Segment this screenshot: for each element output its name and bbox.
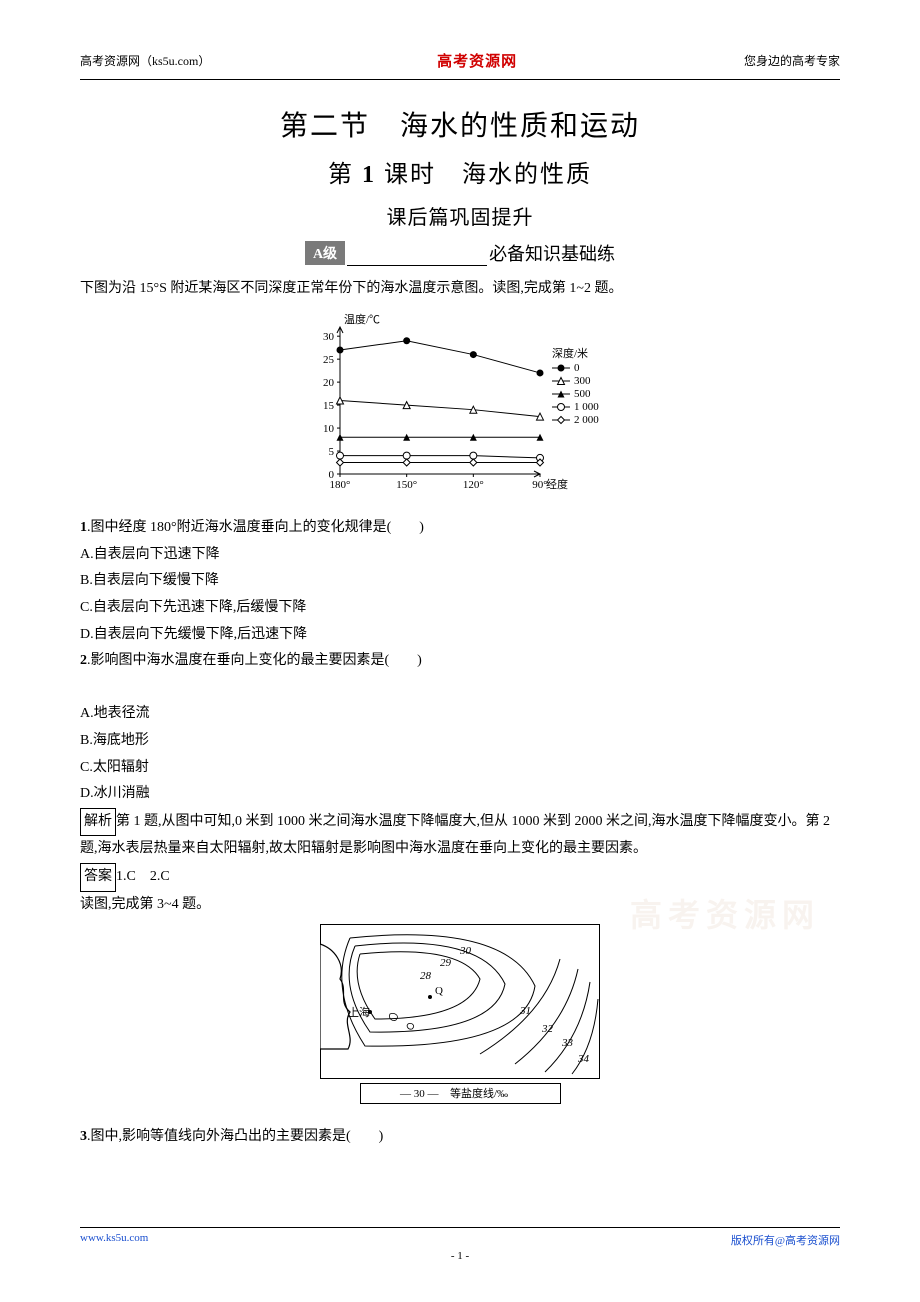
svg-text:2 000: 2 000 [574,414,599,426]
q1-option-a: A.自表层向下迅速下降 [80,542,840,569]
page-footer: www.ks5u.com 版权所有@高考资源网 - 1 - [80,1227,840,1262]
svg-text:10: 10 [323,423,335,435]
header-center-logo: 高考资源网 [437,50,517,71]
svg-text:等盐度线/‰: 等盐度线/‰ [450,1086,508,1100]
map-figure: 28 29 30 31 32 3334 上海 Q — 30 — 等盐度线/‰ [80,924,840,1118]
svg-text:29: 29 [440,957,452,969]
footer-copyright: 版权所有@高考资源网 [731,1232,840,1248]
svg-text:15: 15 [323,400,335,412]
svg-text:深度/米: 深度/米 [552,346,588,360]
svg-text:180°: 180° [330,479,351,491]
q1-option-b: B.自表层向下缓慢下降 [80,568,840,595]
q2-stem: 2.影响图中海水温度在垂向上变化的最主要因素是( ) [80,648,840,675]
svg-text:温度/℃: 温度/℃ [344,312,380,326]
answer-block: 答案1.C 2.C [80,863,840,892]
intro-text-1: 下图为沿 15°S 附近某海区不同深度正常年份下的海水温度示意图。读图,完成第 … [80,276,840,303]
level-badge: A级 [305,241,345,265]
svg-text:30: 30 [459,945,472,957]
svg-text:25: 25 [323,354,335,366]
svg-text:33: 33 [561,1037,574,1049]
q3-stem: 3.图中,影响等值线向外海凸出的主要因素是( ) [80,1124,840,1151]
svg-text:300: 300 [574,375,591,387]
svg-text:— 30 —: — 30 — [399,1088,440,1100]
level-text: 必备知识基础练 [489,244,615,264]
q1-option-c: C.自表层向下先迅速下降,后缓慢下降 [80,595,840,622]
svg-text:上海: 上海 [348,1005,370,1019]
q1-option-d: D.自表层向下先缓慢下降,后迅速下降 [80,622,840,649]
header-left: 高考资源网（ks5u.com） [80,52,210,69]
section-title: 课后篇巩固提升 [80,201,840,230]
svg-text:32: 32 [541,1023,554,1035]
header-divider [80,79,840,80]
svg-text:34: 34 [577,1053,590,1065]
svg-text:31: 31 [519,1005,531,1017]
chart-figure: 051015202530180°150°120°90°温度/℃经度深度/米030… [80,309,840,510]
q2-option-b: B.海底地形 [80,728,840,755]
q2-option-d: D.冰川消融 [80,781,840,808]
intro-text-2: 读图,完成第 3~4 题。 [80,892,840,919]
svg-text:30: 30 [323,331,335,343]
salinity-map: 28 29 30 31 32 3334 上海 Q — 30 — 等盐度线/‰ [320,924,600,1107]
analysis-block: 解析第 1 题,从图中可知,0 米到 1000 米之间海水温度下降幅度大,但从 … [80,808,840,863]
svg-text:0: 0 [574,362,580,374]
q1-stem: 1.图中经度 180°附近海水温度垂向上的变化规律是( ) [80,515,840,542]
sub-title: 第 1 课时 海水的性质 [80,154,840,189]
q2-option-c: C.太阳辐射 [80,755,840,782]
temperature-chart: 051015202530180°150°120°90°温度/℃经度深度/米030… [295,309,625,499]
svg-text:120°: 120° [463,479,484,491]
header-right: 您身边的高考专家 [744,52,840,69]
svg-text:1 000: 1 000 [574,401,599,413]
footer-divider [80,1227,840,1228]
footer-page-number: - 1 - [80,1250,840,1262]
svg-text:28: 28 [420,970,432,982]
svg-text:Q: Q [435,985,443,997]
svg-text:150°: 150° [396,479,417,491]
main-title: 第二节 海水的性质和运动 [80,104,840,144]
level-row: A级 必备知识基础练 [80,240,840,266]
q2-option-a: A.地表径流 [80,701,840,728]
analysis-label: 解析 [80,808,116,837]
svg-text:500: 500 [574,388,591,400]
answer-label: 答案 [80,863,116,892]
level-underline [347,265,487,266]
svg-text:20: 20 [323,377,335,389]
svg-text:5: 5 [329,446,335,458]
svg-text:经度: 经度 [546,477,568,491]
footer-url: www.ks5u.com [80,1232,148,1248]
